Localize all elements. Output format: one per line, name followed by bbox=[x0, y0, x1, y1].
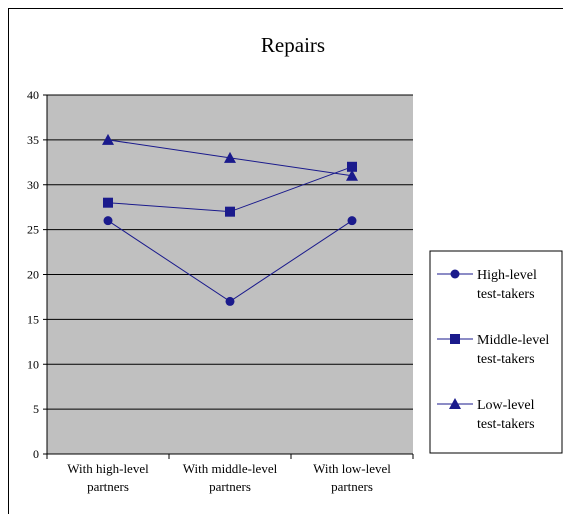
y-tick-label: 30 bbox=[27, 178, 39, 192]
x-tick-label: With high-level partners bbox=[67, 461, 149, 494]
y-tick-label: 15 bbox=[27, 312, 39, 326]
data-point bbox=[347, 216, 357, 226]
data-point bbox=[347, 161, 357, 172]
data-point bbox=[103, 216, 113, 226]
data-point bbox=[225, 206, 235, 217]
y-tick-label: 5 bbox=[33, 402, 39, 416]
legend-swatch-marker bbox=[450, 334, 460, 344]
series-lines bbox=[102, 133, 358, 306]
chart-frame bbox=[8, 8, 563, 514]
x-tick-label: With middle-level partners bbox=[183, 461, 278, 494]
data-point bbox=[103, 197, 113, 208]
x-tick-label: With low-level partners bbox=[313, 461, 391, 494]
y-axis-ticks: 0 5 10 15 20 25 30 35 40 bbox=[27, 88, 47, 461]
chart-title: Repairs bbox=[261, 33, 325, 57]
data-point bbox=[102, 133, 114, 145]
y-tick-label: 0 bbox=[33, 447, 39, 461]
data-point bbox=[224, 151, 236, 163]
legend-box bbox=[429, 250, 563, 454]
y-tick-label: 10 bbox=[27, 357, 39, 371]
y-tick-label: 20 bbox=[27, 268, 39, 282]
legend-label: Low-level test-takers bbox=[477, 398, 535, 432]
legend-label: High-level test-takers bbox=[477, 268, 537, 302]
legend-swatch-marker bbox=[450, 269, 460, 279]
legend-label: Middle-level test-takers bbox=[477, 333, 549, 367]
x-axis-labels: With high-level partners With middle-level… bbox=[67, 461, 391, 494]
legend: High-level test-takers Middle-level test-ta… bbox=[429, 250, 563, 454]
y-tick-label: 25 bbox=[27, 223, 39, 237]
legend-swatch-marker bbox=[449, 398, 461, 409]
data-point bbox=[346, 169, 358, 181]
y-tick-label: 40 bbox=[27, 88, 39, 102]
data-point bbox=[225, 296, 235, 306]
y-tick-label: 35 bbox=[27, 133, 39, 147]
